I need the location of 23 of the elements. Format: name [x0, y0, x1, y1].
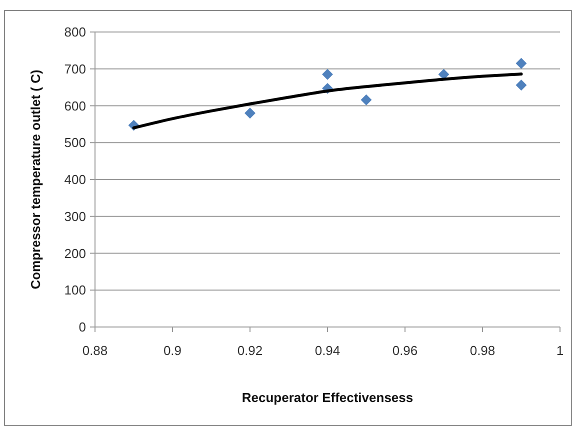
- point: [516, 80, 527, 91]
- y-tick-label: 500: [64, 135, 86, 150]
- point: [360, 94, 372, 106]
- x-tick-label: 0.88: [82, 343, 108, 358]
- point: [244, 108, 256, 119]
- y-tick-label: 800: [64, 24, 86, 40]
- x-tick-label: 1: [556, 343, 564, 358]
- x-tick-label: 0.98: [470, 343, 496, 358]
- x-axis-title: Recuperator Effectivensess: [242, 390, 414, 405]
- point: [516, 58, 527, 69]
- y-tick-label: 300: [64, 208, 86, 224]
- y-tick-label: 400: [64, 172, 86, 188]
- y-tick-label: 200: [64, 246, 86, 261]
- y-tick-label: 100: [64, 282, 86, 298]
- x-tick-label: 0.9: [163, 343, 182, 358]
- point: [322, 68, 333, 80]
- x-tick-label: 0.94: [314, 343, 340, 358]
- x-tick-label: 0.92: [237, 343, 263, 358]
- y-axis-title: Compressor temperature outlet ( C): [28, 70, 43, 290]
- y-tick-label: 700: [64, 61, 86, 76]
- y-tick-label: 0: [78, 320, 86, 335]
- y-tick-label: 600: [64, 98, 86, 114]
- x-tick-label: 0.96: [392, 343, 418, 358]
